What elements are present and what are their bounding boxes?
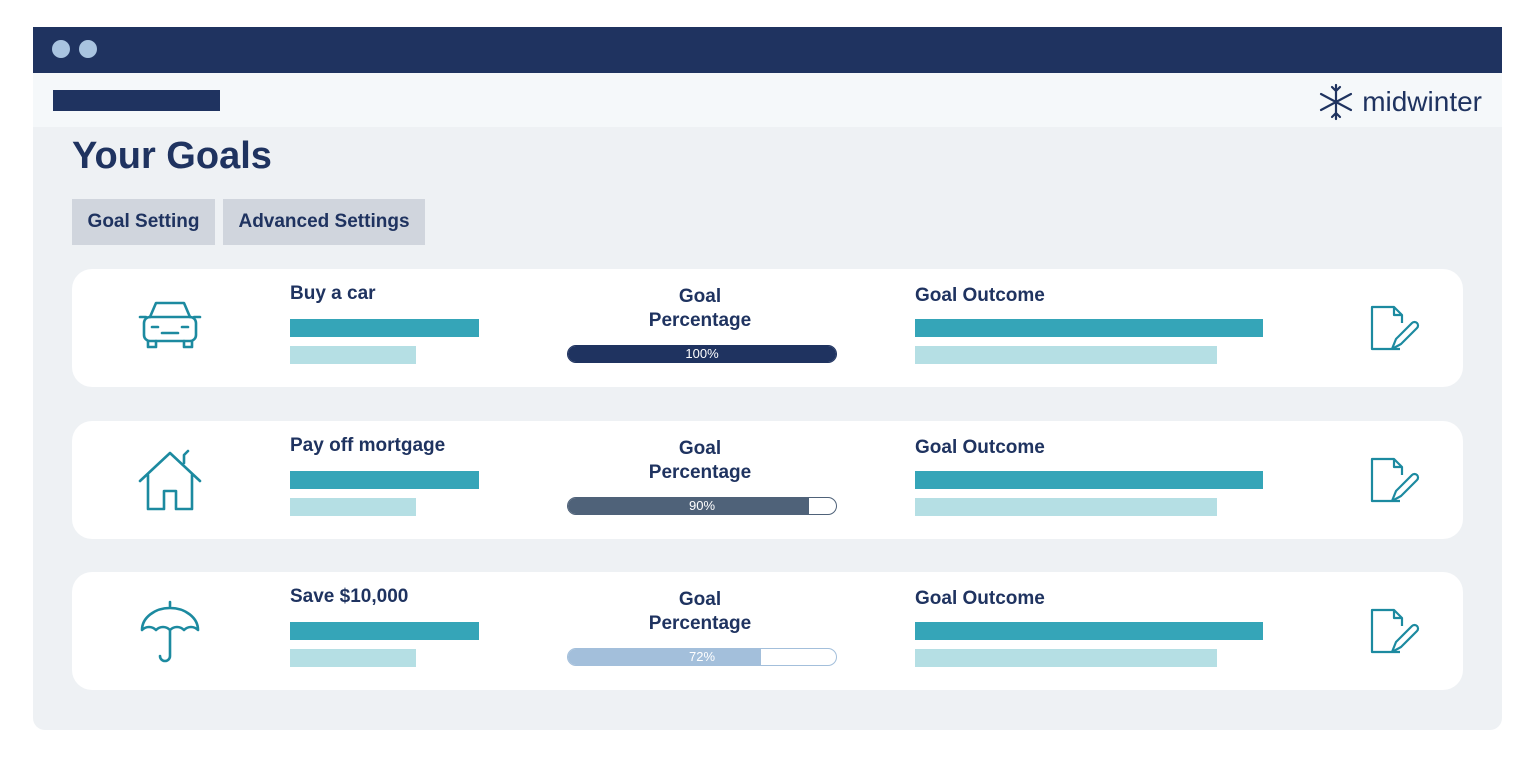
placeholder-bar: [915, 622, 1263, 640]
snowflake-icon: [1320, 83, 1353, 121]
placeholder-bar: [915, 346, 1217, 364]
progress-fill: [568, 346, 836, 362]
goal-icon: [138, 449, 202, 513]
placeholder-bar: [290, 319, 479, 337]
edit-button[interactable]: [1370, 457, 1420, 507]
placeholder-bar: [915, 649, 1217, 667]
progress-label: 72%: [688, 649, 716, 664]
edit-button[interactable]: [1370, 305, 1420, 355]
progress-fill: [568, 497, 810, 514]
nav-placeholder: [53, 90, 220, 111]
progress-label: 90%: [688, 497, 716, 513]
goal-card: Pay off mortgage Goal Percentage 90% Goal O…: [72, 420, 1463, 539]
goal-title: Save $10,000: [290, 586, 409, 607]
percentage-heading: Goal Percentage: [648, 286, 752, 331]
placeholder-bar: [915, 319, 1263, 337]
goal-icon: [138, 297, 202, 361]
outcome-heading: Goal Outcome: [915, 285, 1045, 306]
tab[interactable]: Goal Setting: [72, 199, 215, 245]
goal-title: Pay off mortgage: [290, 434, 446, 456]
outcome-heading: Goal Outcome: [915, 436, 1045, 458]
goal-icon: [138, 600, 202, 664]
goal-card: Buy a car Goal Percentage 100% Goal Outcome: [72, 269, 1463, 387]
tab[interactable]: Advanced Settings: [223, 199, 425, 245]
placeholder-bar: [290, 346, 416, 364]
percentage-heading: Goal Percentage: [648, 589, 752, 634]
progress-label: 100%: [685, 346, 719, 361]
app-window: midwinter Your Goals Goal Setting Advanc…: [33, 27, 1502, 730]
title-bar: [33, 27, 1502, 73]
brand-name: midwinter: [1362, 86, 1482, 117]
edit-button[interactable]: [1370, 608, 1420, 658]
progress-fill: [568, 649, 761, 665]
placeholder-bar: [915, 497, 1217, 516]
nav-bar: midwinter: [33, 73, 1502, 127]
brand-logo[interactable]: midwinter: [1318, 83, 1482, 121]
progress-bar: 72%: [567, 648, 837, 666]
progress-bar: 100%: [567, 345, 837, 363]
progress-bar: 90%: [567, 496, 837, 515]
percentage-heading: Goal Percentage: [648, 437, 752, 483]
placeholder-bar: [290, 622, 479, 640]
placeholder-bar: [290, 497, 416, 516]
window-dot: [79, 40, 97, 58]
placeholder-bar: [915, 470, 1263, 489]
placeholder-bar: [290, 470, 479, 489]
outcome-heading: Goal Outcome: [915, 588, 1045, 609]
placeholder-bar: [290, 649, 416, 667]
window-dot: [52, 40, 70, 58]
page-title: Your Goals: [72, 135, 272, 177]
goal-title: Buy a car: [290, 283, 376, 304]
goal-card: Save $10,000 Goal Percentage 72% Goal Outco…: [72, 572, 1463, 690]
